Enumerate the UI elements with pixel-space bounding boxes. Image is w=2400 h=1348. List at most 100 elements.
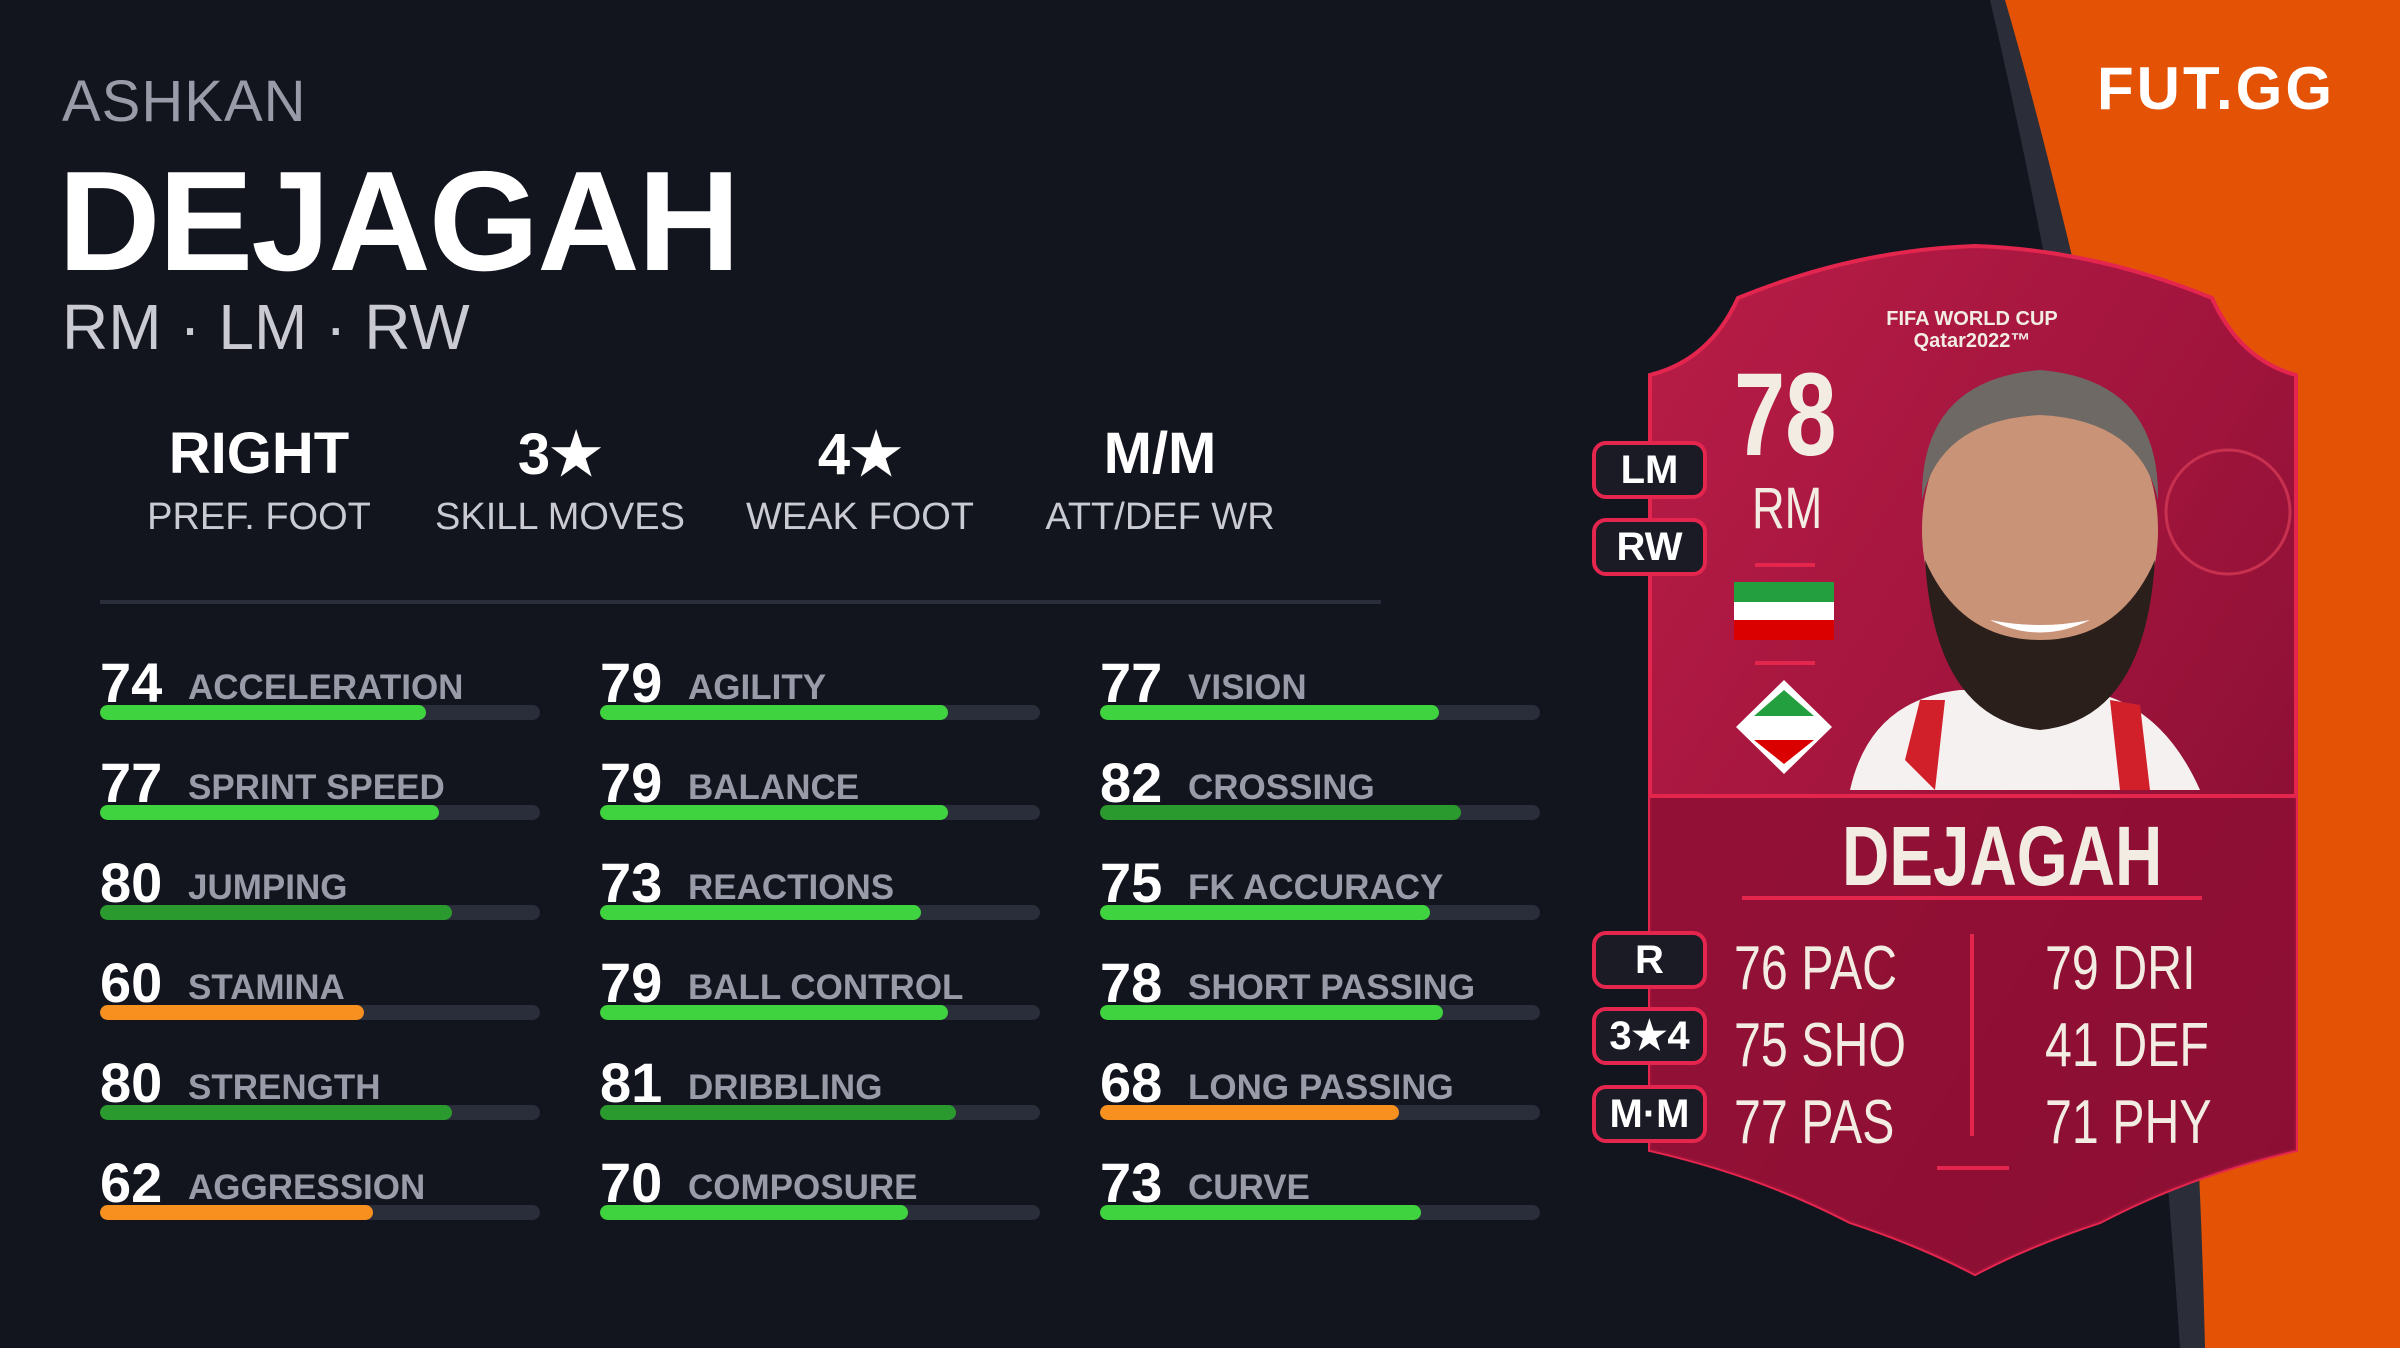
info-work-rates: M/M ATT/DEF WR [1010,420,1310,539]
stat-label: COMPOSURE [688,1168,918,1207]
foot-badge: R [1592,931,1707,989]
stat-bar-fill [1100,1205,1422,1220]
fut-gg-logo[interactable]: FUT.GG [2097,55,2335,122]
info-label: PREF. FOOT [147,496,371,538]
stat-value: 74 [100,651,163,714]
stat-dribbling: 81 DRIBBLING [600,1050,1040,1150]
stat-agility: 79 AGILITY [600,650,1040,750]
alt-position-badge-rw: RW [1592,518,1707,576]
stat-value: 75 [1100,851,1163,914]
stat-sprint-speed: 77 SPRINT SPEED [100,750,540,850]
info-weak-foot: 4★ WEAK FOOT [710,420,1010,539]
stat-label: ACCELERATION [188,668,464,707]
stat-bar-fill [600,1205,908,1220]
card-stat-dri: 79 DRI [2045,934,2196,1003]
stat-bar-fill [100,905,452,920]
club-badge-iran [1736,680,1832,774]
stat-label: BALANCE [688,768,860,807]
player-first-name: ASHKAN [62,69,307,134]
stat-label: STRENGTH [188,1068,381,1107]
stat-label: BALL CONTROL [688,968,964,1007]
stat-bar-track [1100,905,1540,920]
stat-value: 60 [100,951,163,1014]
stat-value: 79 [600,651,663,714]
info-skill-moves: 3★ SKILL MOVES [410,420,710,539]
card-stat-pac: 76 PAC [1734,934,1898,1003]
stat-value: 70 [600,1151,663,1214]
stat-bar-track [1100,705,1540,720]
card-rating: 78 [1734,349,1837,481]
stat-value: 73 [600,851,663,914]
stat-crossing: 82 CROSSING [1100,750,1540,850]
player-last-name: DEJAGAH [58,142,740,301]
stat-bar-fill [600,805,948,820]
stat-jumping: 80 JUMPING [100,850,540,950]
player-photo [1850,370,2200,790]
stat-short-passing: 78 SHORT PASSING [1100,950,1540,1050]
info-label: SKILL MOVES [435,496,685,538]
stat-bar-track [1100,1005,1540,1020]
stat-bar-track [100,905,540,920]
info-pref-foot: RIGHT PREF. FOOT [109,420,409,539]
player-card [1648,243,2298,1277]
stat-bar-track [100,1005,540,1020]
stat-strength: 80 STRENGTH [100,1050,540,1150]
stat-bar-fill [600,905,922,920]
stat-label: SHORT PASSING [1188,968,1476,1007]
player-positions: RM · LM · RW [62,291,470,363]
info-value: RIGHT [168,421,350,486]
stat-bar-fill [1100,805,1461,820]
stat-bar-fill [600,1005,948,1020]
stat-balance: 79 BALANCE [600,750,1040,850]
stat-reactions: 73 REACTIONS [600,850,1040,950]
stat-bar-track [1100,805,1540,820]
stat-bar-track [600,805,1040,820]
stat-label: VISION [1188,668,1307,707]
stat-value: 82 [1100,751,1163,814]
stat-bar-fill [1100,1105,1400,1120]
stat-ball-control: 79 BALL CONTROL [600,950,1040,1050]
stat-value: 80 [100,851,163,914]
stat-bar-track [1100,1105,1540,1120]
stat-bar-track [600,1005,1040,1020]
stat-label: CROSSING [1188,768,1375,807]
stat-bar-fill [600,705,948,720]
stat-value: 77 [100,751,163,814]
stat-bar-fill [1100,705,1439,720]
stat-bar-track [600,705,1040,720]
stat-bar-fill [100,705,426,720]
stat-label: STAMINA [188,968,345,1007]
divider [100,600,1381,604]
stat-curve: 73 CURVE [1100,1150,1540,1250]
nation-flag-iran [1734,582,1834,640]
world-cup-logo: FIFA WORLD CUP Qatar2022™ [1872,308,2072,352]
card-position: RM [1752,476,1823,541]
stat-bar-track [600,905,1040,920]
stat-value: 81 [600,1051,663,1114]
stat-fk-accuracy: 75 FK ACCURACY [1100,850,1540,950]
stat-bar-track [600,1105,1040,1120]
info-value: M/M [1103,421,1217,486]
card-stat-pas: 77 PAS [1734,1088,1895,1157]
stat-value: 77 [1100,651,1163,714]
stat-value: 79 [600,951,663,1014]
stat-label: FK ACCURACY [1188,868,1444,907]
stat-long-passing: 68 LONG PASSING [1100,1050,1540,1150]
stat-vision: 77 VISION [1100,650,1540,750]
stat-bar-track [1100,1205,1540,1220]
stat-label: AGGRESSION [188,1168,426,1207]
stat-value: 78 [1100,951,1163,1014]
stat-bar-fill [600,1105,957,1120]
stat-bar-fill [100,805,439,820]
stat-label: SPRINT SPEED [188,768,445,807]
stat-value: 79 [600,751,663,814]
card-stat-def: 41 DEF [2045,1011,2209,1080]
info-label: WEAK FOOT [746,496,974,538]
world-cup-logo-line2: Qatar2022™ [1913,330,2031,352]
stat-bar-fill [1100,905,1430,920]
stat-aggression: 62 AGGRESSION [100,1150,540,1250]
work-rate-badge: M·M [1592,1085,1707,1143]
card-name: DEJAGAH [1842,809,2163,903]
card-stat-sho: 75 SHO [1734,1011,1907,1080]
